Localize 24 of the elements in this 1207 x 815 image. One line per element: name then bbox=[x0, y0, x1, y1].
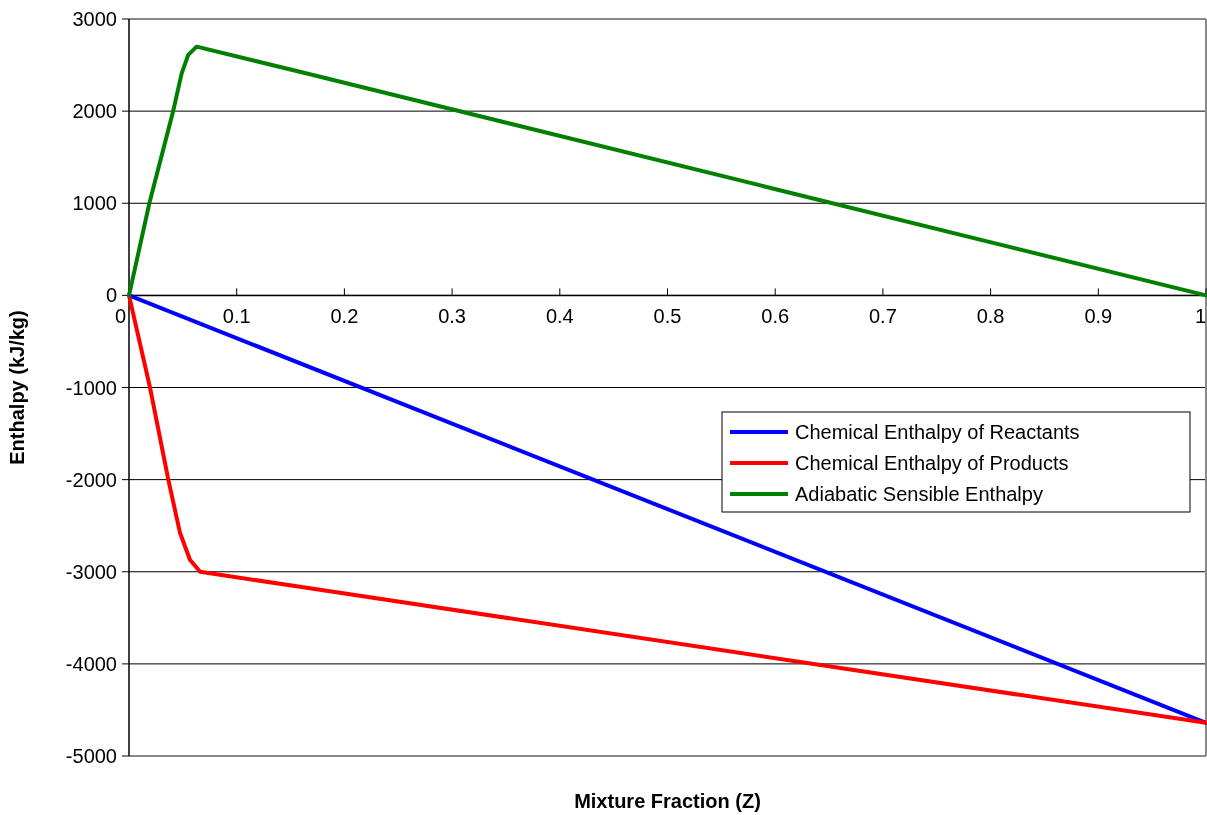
y-tick-label: 0 bbox=[105, 284, 117, 307]
x-tick-label: 0.6 bbox=[761, 305, 790, 328]
x-tick-label: 1 bbox=[1194, 305, 1206, 328]
legend-label: Adiabatic Sensible Enthalpy bbox=[795, 483, 1043, 505]
x-tick-label: 0.4 bbox=[545, 305, 574, 328]
legend-label: Chemical Enthalpy of Reactants bbox=[795, 421, 1080, 443]
y-tick-label: -3000 bbox=[65, 560, 117, 583]
legend-label: Chemical Enthalpy of Products bbox=[795, 452, 1069, 474]
y-tick-label: -1000 bbox=[65, 376, 117, 399]
y-axis-title: Enthalpy (kJ/kg) bbox=[6, 310, 28, 465]
x-tick-label: 0.8 bbox=[976, 305, 1005, 328]
x-tick-label: 0.2 bbox=[330, 305, 359, 328]
y-tick-label: 1000 bbox=[72, 192, 117, 215]
x-tick-label: 0.9 bbox=[1084, 305, 1113, 328]
y-tick-label: 3000 bbox=[72, 8, 117, 30]
y-tick-label: -4000 bbox=[65, 652, 117, 675]
x-tick-label: 0.3 bbox=[438, 305, 467, 328]
y-tick-label: -5000 bbox=[65, 745, 117, 767]
y-tick-label: -2000 bbox=[65, 468, 117, 491]
x-tick-label: 0.5 bbox=[653, 305, 682, 328]
x-axis-title: Mixture Fraction (Z) bbox=[574, 790, 761, 812]
x-tick-label: 0.1 bbox=[222, 305, 251, 328]
y-tick-label: 2000 bbox=[72, 100, 117, 123]
x-tick-label: 0.7 bbox=[868, 305, 897, 328]
